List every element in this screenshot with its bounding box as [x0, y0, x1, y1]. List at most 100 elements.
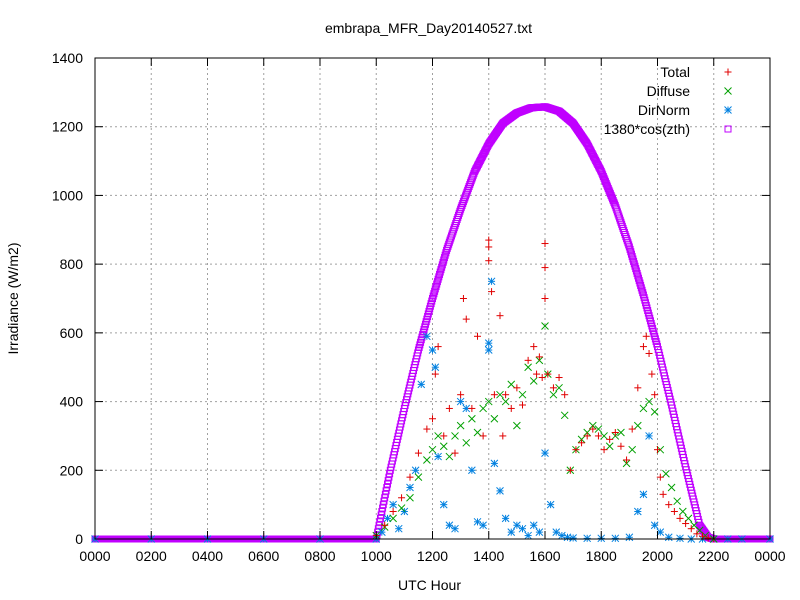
data-point — [676, 514, 684, 522]
data-point — [617, 442, 625, 450]
data-point — [600, 432, 608, 440]
data-point — [583, 534, 592, 543]
data-point — [594, 432, 602, 440]
envelope-point — [440, 256, 448, 264]
axis-ticks: 0000 0200 0400 0600 0800 1000 1200 1400 1600 1800… — [52, 50, 786, 564]
y-tick-label: 0 — [75, 531, 83, 547]
data-point — [541, 264, 549, 272]
legend-label: DirNorm — [638, 102, 690, 118]
data-point — [383, 514, 392, 523]
envelope-point — [441, 251, 449, 259]
data-point — [381, 521, 389, 529]
data-point — [417, 380, 426, 389]
x-tick-label: 1200 — [417, 548, 448, 564]
data-point — [485, 236, 493, 244]
data-point — [538, 374, 546, 382]
envelope-point — [624, 239, 632, 247]
data-point — [479, 404, 487, 413]
data-point — [484, 397, 493, 406]
data-point — [549, 390, 558, 399]
data-point — [445, 521, 454, 530]
data-point — [530, 343, 538, 351]
data-point — [507, 380, 516, 389]
data-point — [625, 533, 634, 542]
data-point — [423, 456, 431, 464]
data-point — [513, 421, 521, 430]
x-tick-label: 2000 — [642, 548, 673, 564]
data-point — [578, 439, 586, 447]
envelope-point — [437, 266, 445, 274]
envelope-point — [635, 274, 643, 282]
data-point — [648, 370, 656, 378]
envelope-point — [625, 243, 633, 251]
envelope-point — [632, 265, 640, 273]
data-point — [546, 500, 555, 509]
x-tick-label: 1400 — [473, 548, 504, 564]
data-point — [566, 466, 574, 474]
envelope-point — [633, 269, 641, 277]
legend-marker — [724, 125, 732, 133]
data-point — [650, 408, 659, 416]
data-point — [473, 517, 482, 526]
envelope-point — [637, 281, 645, 289]
envelope-point — [440, 254, 448, 262]
envelope-point — [638, 286, 646, 294]
legend-item: Diffuse — [647, 83, 732, 99]
x-tick-label: 0000 — [79, 548, 110, 564]
envelope-point — [636, 279, 644, 287]
data-point — [411, 466, 420, 475]
data-point — [693, 530, 701, 538]
envelope-point — [429, 292, 437, 300]
data-point — [423, 332, 431, 341]
envelope-point — [469, 171, 477, 179]
envelope-point — [436, 268, 444, 276]
x-tick-label: 0800 — [304, 548, 335, 564]
data-point — [524, 363, 532, 372]
data-point — [485, 243, 493, 251]
data-point — [623, 456, 631, 464]
data-point — [552, 528, 561, 536]
data-point — [656, 473, 664, 481]
x-tick-label: 0400 — [192, 548, 223, 564]
data-point — [496, 487, 504, 495]
data-point — [451, 449, 459, 457]
y-tick-label: 1000 — [52, 187, 83, 203]
data-point — [389, 500, 397, 509]
data-point — [518, 524, 527, 533]
data-point — [389, 514, 397, 523]
data-point — [639, 404, 648, 413]
x-tick-label: 2200 — [698, 548, 729, 564]
envelope-point — [436, 270, 444, 278]
data-point — [664, 533, 673, 542]
data-point — [633, 421, 642, 430]
legend-label: Total — [660, 64, 690, 80]
data-point — [473, 428, 482, 437]
legend-marker — [724, 68, 732, 76]
data-point — [549, 384, 557, 392]
data-point — [569, 534, 577, 542]
data-point — [535, 528, 544, 536]
data-point — [428, 346, 437, 354]
data-point — [484, 339, 493, 348]
legend-label: 1380*cos(zth) — [604, 121, 690, 137]
data-point — [488, 288, 496, 296]
x-tick-label: 0000 — [754, 548, 785, 564]
data-point — [682, 520, 690, 528]
data-point — [634, 384, 642, 392]
data-point — [490, 391, 498, 399]
data-point — [678, 507, 687, 516]
data-point — [662, 469, 670, 478]
data-point — [617, 428, 625, 437]
data-point — [484, 346, 493, 354]
data-point — [628, 445, 637, 454]
data-point — [431, 370, 439, 378]
envelope-point — [433, 278, 441, 286]
data-point — [650, 521, 659, 530]
legend-item: DirNorm — [638, 102, 732, 118]
data-point — [479, 432, 487, 440]
y-tick-label: 1200 — [52, 119, 83, 135]
data-point — [645, 432, 653, 440]
data-point — [560, 411, 569, 420]
data-point — [502, 391, 510, 399]
y-tick-label: 400 — [60, 394, 84, 410]
